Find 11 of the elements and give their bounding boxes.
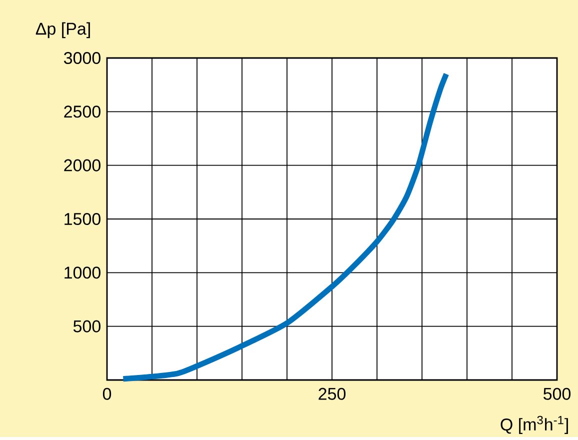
y-axis-title: Δp [Pa] <box>36 22 90 38</box>
y-tick-label: 500 <box>73 320 100 333</box>
y-tick-label: 1500 <box>64 213 100 226</box>
x-tick-label: 500 <box>544 388 571 400</box>
y-tick-label: 3000 <box>64 52 100 64</box>
x-axis-title: Q [m$^{3}$h$^{-1}$] <box>500 416 568 434</box>
y-tick-label: 1000 <box>64 266 100 279</box>
y-tick-label: 2000 <box>64 159 100 172</box>
x-tick-label: 250 <box>318 388 346 400</box>
y-tick-label: 2500 <box>64 106 100 118</box>
x-tick-label: 0 <box>102 388 112 400</box>
